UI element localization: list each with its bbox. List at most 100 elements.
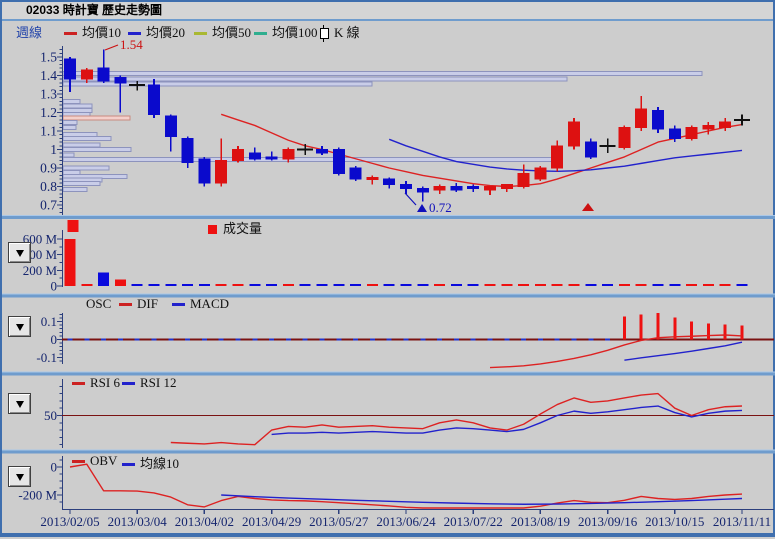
volume-bar (98, 272, 110, 286)
legend-label: K 線 (334, 25, 360, 40)
volume-bar (702, 284, 714, 286)
x-axis-label: 2013/11/11 (713, 514, 771, 529)
ma10-line (220, 113, 743, 188)
panel-divider (2, 449, 775, 451)
osc-bar (690, 321, 694, 340)
panel-divider (2, 216, 775, 219)
dropdown-arrow-icon (15, 474, 24, 485)
legend-item-OSC: OSC (86, 296, 111, 311)
candle-body (80, 69, 93, 80)
legend-item-MACD: MACD (172, 296, 229, 311)
candle-body (282, 149, 295, 160)
candle-body (568, 121, 580, 147)
volume-profile-bar (62, 115, 131, 121)
legend-item-kline: K 線 (320, 22, 360, 42)
volume-bar (215, 284, 227, 286)
volume-profile-bar (62, 120, 78, 126)
price-annotation: 0.72 (429, 200, 452, 215)
macd-axis-label: -0.1 (36, 350, 57, 365)
legend-item-ma20: 均價20 (128, 22, 186, 40)
main-legend: 週線 均價10 均價20 均價50 均價100 K 線 (2, 21, 773, 42)
volume-bar (198, 284, 210, 286)
candle-body (416, 187, 429, 193)
candle-body (467, 186, 480, 189)
candle-body (719, 121, 732, 128)
candle-body (64, 58, 76, 80)
volume-bar (484, 284, 496, 286)
candle-body (383, 178, 396, 186)
macd-legend: OSC DIF MACD (2, 295, 773, 311)
period-selector[interactable]: 週線 (16, 25, 43, 40)
rsi-panel-dropdown-button[interactable] (8, 393, 31, 414)
legend-label: RSI 12 (140, 375, 177, 390)
osc-bar (673, 317, 677, 340)
legend-label: OBV (90, 453, 118, 468)
line-swatch-icon (122, 462, 135, 466)
price-axis-label: 1.5 (40, 50, 57, 65)
candle-body (450, 186, 463, 191)
volume-bar (383, 284, 395, 286)
line-swatch-icon (128, 31, 141, 35)
volume-axis-label: 200 M (23, 263, 58, 278)
price-axis-label: 0.7 (40, 198, 57, 213)
obv-axis-label: -200 M (18, 488, 57, 503)
candle-body (164, 115, 177, 138)
volume-profile-bar (62, 147, 132, 152)
rsi-axis-label: 50 (44, 408, 57, 423)
marker-triangle (417, 204, 427, 212)
volume-bar (736, 284, 748, 286)
candle-body (265, 156, 278, 160)
line-swatch-icon (194, 31, 207, 35)
macd-line (624, 341, 743, 361)
dropdown-arrow-icon (15, 250, 24, 261)
annotation-line (404, 192, 417, 206)
ma20-line (388, 138, 743, 173)
candle-body (114, 76, 127, 84)
volume-axis-label: 600 M (23, 232, 58, 247)
panel-divider (2, 294, 775, 298)
candle-body (332, 149, 345, 175)
x-axis-label: 2013/10/15 (645, 514, 704, 529)
volume-profile-bar (62, 181, 101, 187)
volume-bar (350, 284, 362, 286)
candle-body (215, 160, 228, 184)
legend-label: OSC (86, 296, 112, 311)
volume-bar (719, 284, 731, 286)
x-axis-label: 2013/06/24 (376, 514, 436, 529)
legend-item-ma100: 均價100 (254, 22, 318, 40)
legend-label: 均價100 (272, 25, 318, 40)
volume-legend: 成交量 (2, 217, 773, 236)
dropdown-arrow-icon (15, 401, 24, 412)
volume-bar (165, 284, 177, 286)
volume-profile-bar (62, 98, 81, 104)
obv-panel-dropdown-button[interactable] (8, 466, 31, 487)
volume-bar (652, 284, 664, 286)
volume-profile-bar (62, 103, 93, 109)
price-axis-label: 0.8 (40, 179, 57, 194)
x-axis-label: 2013/09/16 (578, 514, 638, 529)
x-axis-label: 2013/02/05 (40, 514, 99, 529)
candle-body (316, 149, 328, 154)
volume-bar (434, 284, 446, 286)
rsi-legend: RSI 6 RSI 12 (2, 374, 773, 390)
volume-bar (602, 284, 614, 286)
volume-profile-bar (62, 157, 558, 163)
volume-bar (450, 284, 462, 286)
obv-line (69, 463, 743, 509)
x-axis-label: 2013/08/19 (511, 514, 570, 529)
legend-label: 均價50 (212, 25, 252, 40)
volume-overflow-marker (67, 220, 79, 232)
macd-panel-dropdown-button[interactable] (8, 316, 31, 337)
candle-body (584, 141, 597, 158)
legend-label: RSI 6 (90, 375, 120, 390)
legend-label: 均價20 (146, 25, 186, 40)
volume-bar (534, 284, 546, 286)
volume-panel-dropdown-button[interactable] (8, 242, 31, 263)
legend-label: MACD (190, 296, 230, 311)
macd-axis-label: 0 (51, 332, 58, 347)
x-axis-label: 2013/04/29 (242, 514, 301, 529)
volume-profile-bar (62, 76, 568, 82)
obv-ma-line (221, 494, 743, 505)
x-axis-label: 2013/03/04 (108, 514, 168, 529)
